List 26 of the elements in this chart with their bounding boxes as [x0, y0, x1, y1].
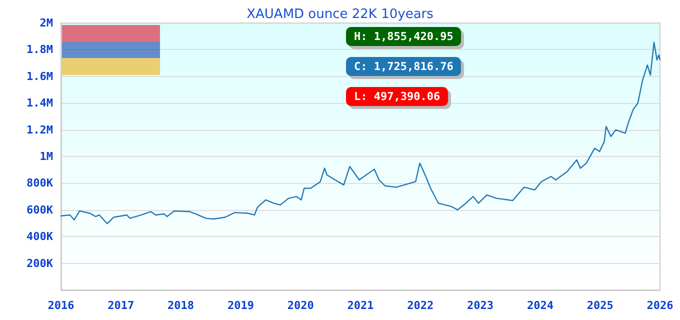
annotation: H: 1,855,420.95 [346, 27, 462, 46]
x-tick-label: 2017 [108, 299, 134, 312]
y-tick-label: 1.4M [26, 96, 54, 110]
y-tick-label: 1.8M [26, 43, 54, 56]
y-tick-label: 2M [40, 16, 54, 30]
x-tick-label: 2024 [526, 299, 554, 312]
x-tick-label: 2019 [227, 299, 254, 312]
x-tick-label: 2020 [287, 299, 314, 312]
x-tick-label: 2022 [407, 299, 434, 312]
y-tick-label: 200K [26, 256, 54, 270]
y-tick-label: 1M [40, 150, 54, 163]
x-tick-label: 2025 [586, 299, 614, 312]
chart-title: XAUAMD ounce 22K 10years [246, 7, 434, 22]
y-tick-label: 1.2M [26, 123, 54, 136]
annotation: C: 1,725,816.76 [346, 57, 462, 76]
x-tick-label: 2021 [347, 299, 374, 312]
x-tick-label: 2023 [467, 299, 494, 312]
y-tick-label: 800K [26, 176, 54, 190]
line-series [60, 42, 661, 224]
y-tick-label: 600K [26, 203, 54, 216]
y-tick-label: 400K [26, 230, 54, 244]
x-tick-label: 2026 [646, 299, 674, 312]
annotation: L: 497,390.06 [346, 87, 448, 106]
y-tick-label: 1.6M [26, 70, 54, 83]
x-tick-label: 2016 [48, 299, 75, 312]
x-tick-label: 2018 [168, 299, 194, 312]
